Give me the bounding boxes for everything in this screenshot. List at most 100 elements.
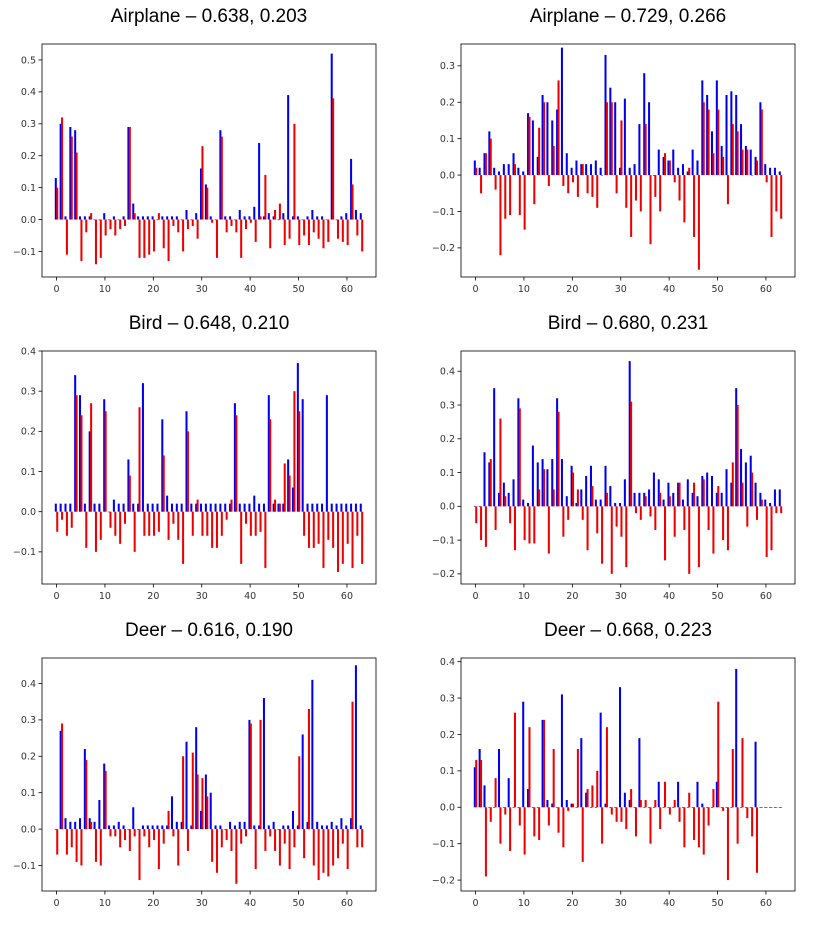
bar-blue-29	[614, 807, 617, 808]
bar-blue-10	[522, 499, 525, 507]
bar-blue-11	[108, 825, 111, 830]
bar-blue-23	[585, 792, 588, 808]
bar-blue-1	[478, 167, 481, 176]
bar-red-43	[264, 511, 267, 568]
x-tick-label: 20	[566, 284, 578, 295]
bar-red-34	[220, 136, 223, 220]
bar-red-63	[780, 175, 783, 219]
bar-blue-36	[648, 489, 651, 507]
bar-red-62	[356, 829, 359, 848]
bar-blue-43	[681, 164, 684, 176]
bar-blue-5	[78, 818, 82, 830]
bar-blue-21	[575, 502, 578, 507]
bar-blue-4	[74, 821, 77, 830]
bar-red-41	[673, 175, 676, 183]
bar-blue-7	[507, 164, 510, 176]
bar-red-6	[85, 511, 88, 548]
bar-chart-bird-1: 0 10 20 30 40 50 60 −0.1 0.0 0.1 0.2 0.3 0.4	[13, 346, 377, 602]
x-tick-label: 30	[196, 898, 208, 909]
bar-red-9	[99, 219, 102, 258]
bar-red-25	[596, 770, 599, 808]
chart-panel-bird-2: Bird – 0.680, 0.231 0 10 20 30 40 50 60 −0.2 −0.…	[419, 313, 837, 613]
bar-blue-18	[560, 694, 563, 808]
x-tick-label: 0	[472, 284, 478, 295]
bar-red-61	[770, 807, 773, 808]
bar-red-20	[572, 803, 575, 808]
bar-blue-35	[224, 829, 227, 830]
bar-blue-55	[321, 216, 324, 220]
bar-blue-21	[575, 160, 578, 176]
bar-blue-17	[137, 829, 140, 830]
bar-blue-33	[214, 219, 217, 221]
y-tick-label: 0.3	[21, 119, 36, 130]
bar-blue-62	[773, 489, 776, 507]
bar-red-42	[259, 216, 262, 220]
plot-frame	[460, 657, 796, 892]
bar-blue-24	[170, 796, 174, 830]
bar-red-16	[552, 145, 555, 176]
bar-blue-5	[497, 749, 501, 808]
bar-blue-14	[122, 216, 125, 220]
bar-blue-55	[740, 807, 743, 808]
bar-blue-52	[725, 469, 728, 507]
bar-blue-35	[643, 492, 646, 507]
bar-blue-40	[667, 807, 670, 808]
bar-red-34	[639, 175, 642, 212]
bar-blue-33	[214, 825, 217, 830]
plot-frame	[41, 657, 377, 892]
x-tick-label: 20	[566, 591, 578, 602]
bar-blue-49	[710, 807, 714, 808]
bar-red-5	[80, 415, 83, 512]
bar-red-24	[591, 175, 594, 197]
bar-red-22	[581, 506, 584, 520]
bar-red-16	[133, 213, 136, 220]
bar-blue-44	[686, 807, 689, 808]
x-tick-label: 40	[244, 284, 256, 295]
bar-red-32	[630, 175, 633, 237]
y-tick-label: 0.0	[21, 507, 36, 518]
bar-red-14	[123, 219, 127, 226]
bar-red-57	[751, 472, 754, 507]
bar-blue-60	[764, 807, 767, 808]
bar-red-19	[567, 175, 570, 194]
bar-blue-26	[180, 821, 183, 830]
bar-blue-27	[185, 741, 188, 830]
bar-red-35	[644, 124, 647, 176]
bar-blue-26	[599, 712, 602, 808]
bar-red-54	[736, 405, 739, 507]
bars	[54, 53, 364, 265]
bar-blue-34	[638, 492, 641, 507]
y-tick-label: 0.1	[21, 788, 36, 799]
bar-blue-33	[214, 503, 217, 512]
bar-blue-54	[316, 216, 319, 220]
x-tick-label: 0	[472, 898, 478, 909]
bar-red-33	[634, 506, 637, 514]
bar-red-16	[133, 829, 136, 837]
bar-red-18	[562, 807, 565, 848]
bar-red-24	[591, 486, 594, 507]
bar-blue-62	[354, 665, 357, 830]
bar-red-48	[707, 109, 710, 176]
bar-blue-10	[522, 701, 525, 808]
bar-red-0	[56, 511, 59, 532]
bar-red-39	[244, 219, 248, 230]
bar-blue-62	[354, 209, 357, 220]
bar-red-23	[586, 789, 589, 808]
bar-red-50	[717, 486, 720, 507]
bar-blue-5	[497, 492, 501, 507]
bar-red-48	[707, 506, 710, 530]
bar-blue-2	[64, 216, 67, 220]
bar-blue-44	[267, 825, 270, 830]
bar-blue-27	[604, 465, 607, 507]
chart-title: Bird – 0.648, 0.210	[128, 313, 290, 334]
bar-blue-44	[686, 171, 689, 176]
bar-red-7	[509, 506, 512, 524]
bar-red-21	[157, 829, 160, 870]
bar-blue-45	[691, 149, 694, 176]
bar-blue-50	[296, 363, 299, 512]
bar-blue-11	[527, 113, 530, 176]
bar-blue-34	[219, 825, 222, 830]
bar-red-53	[731, 749, 734, 808]
bar-red-1	[480, 759, 483, 808]
bar-red-17	[557, 80, 560, 176]
